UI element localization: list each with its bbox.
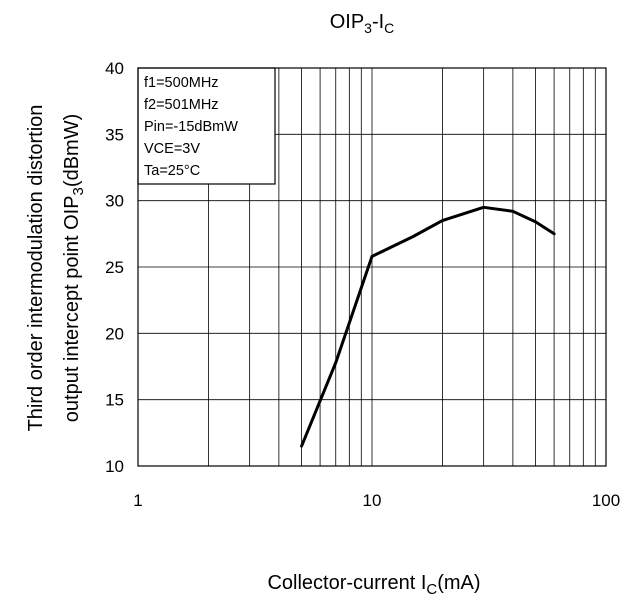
y-tick-label: 40 <box>105 59 124 78</box>
plot-frame <box>137 67 607 467</box>
grid <box>138 68 606 466</box>
condition-text: f1=500MHz <box>144 75 219 91</box>
y-tick-label: 35 <box>105 125 124 144</box>
chart-title: OIP3-IC <box>330 11 395 36</box>
y-tick-label: 20 <box>105 324 124 343</box>
condition-text: Pin=-15dBmW <box>144 119 238 135</box>
series-line <box>300 205 556 448</box>
y-tick-label: 30 <box>105 192 124 211</box>
y-axis-label-line1: Third order intermodulation distortion <box>25 105 47 432</box>
x-tick-label: 10 <box>363 491 382 510</box>
conditions-box: f1=500MHz f2=501MHz Pin=-15dBmW VCE=3V Ta=25… <box>137 67 276 185</box>
y-tick-label: 15 <box>105 391 124 410</box>
y-tick-label: 10 <box>105 457 124 476</box>
x-tick-label: 100 <box>592 491 620 510</box>
y-tick-label: 25 <box>105 258 124 277</box>
condition-text: f2=501MHz <box>144 97 219 113</box>
x-tick-label: 1 <box>133 491 142 510</box>
tick-labels: 10 15 20 25 30 35 40 1 10 100 <box>105 59 620 510</box>
x-axis-label: Collector-current IC(mA) <box>267 572 480 598</box>
condition-text: Ta=25°C <box>144 163 200 179</box>
condition-text: VCE=3V <box>144 141 200 157</box>
conditions-frame <box>137 67 276 185</box>
y-axis-label-line2: output intercept point OIP3(dBmW) <box>61 114 87 422</box>
series-layer <box>300 205 556 448</box>
